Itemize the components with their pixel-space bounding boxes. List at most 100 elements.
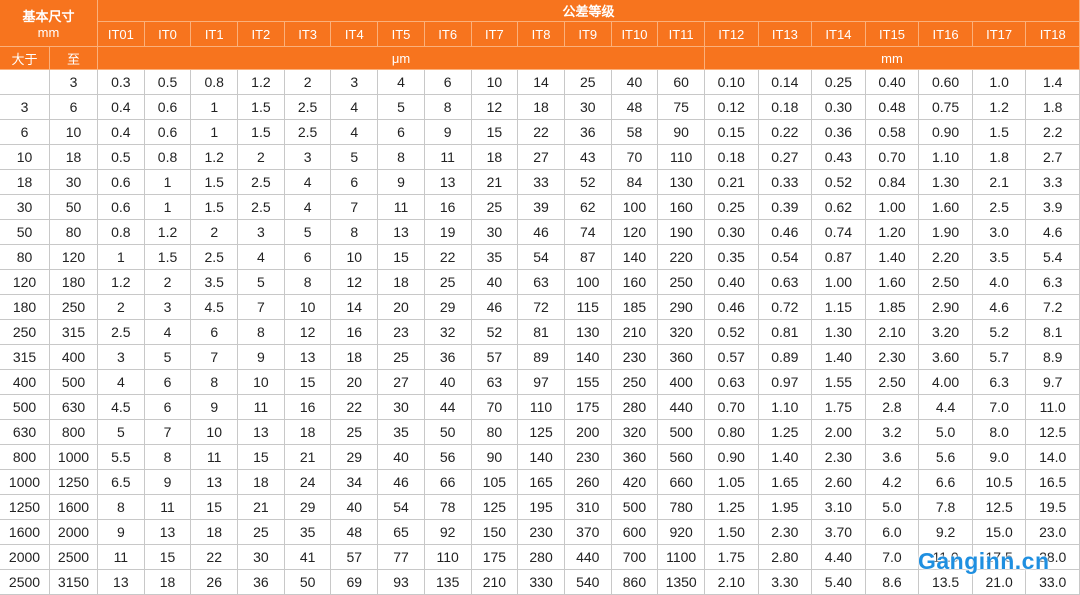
- tolerance-cell: 13: [424, 170, 472, 195]
- tolerance-cell: 65: [378, 520, 425, 545]
- tolerance-cell: 400: [658, 370, 705, 395]
- tolerance-cell: 560: [658, 445, 705, 470]
- tolerance-cell: 230: [611, 345, 659, 370]
- tolerance-cell: 2: [144, 270, 192, 295]
- tolerance-cell: 0.36: [812, 120, 866, 145]
- tolerance-cell: 40: [331, 495, 379, 520]
- tolerance-cell: 30: [238, 545, 285, 570]
- tolerance-cell: 0.5: [98, 145, 145, 170]
- tolerance-cell: 0.62: [812, 195, 866, 220]
- tolerance-cell: 0.52: [812, 170, 866, 195]
- tolerance-cell: 110: [424, 545, 472, 570]
- tolerance-cell: 1: [144, 195, 192, 220]
- tolerance-cell: 0.33: [758, 170, 813, 195]
- tolerance-cell: 10: [331, 245, 379, 270]
- tolerance-cell: 43: [564, 145, 612, 170]
- watermark: Ganginn.cn: [918, 548, 1050, 574]
- tolerance-cell: 1.60: [865, 270, 920, 295]
- tolerance-cell: 0.57: [705, 345, 759, 370]
- tolerance-cell: 2.7: [1026, 145, 1080, 170]
- tolerance-cell: 4.5: [98, 395, 145, 420]
- tolerance-cell: 22: [191, 545, 239, 570]
- tolerance-cell: 12: [471, 95, 519, 120]
- tolerance-cell: 0.40: [705, 270, 759, 295]
- tolerance-cell: 8: [424, 95, 472, 120]
- tolerance-cell: 125: [471, 495, 519, 520]
- tolerance-cell: 11: [424, 145, 472, 170]
- tolerance-cell: 1.2: [191, 145, 239, 170]
- size-cell: 630: [0, 420, 50, 445]
- tolerance-cell: 860: [611, 570, 659, 595]
- tolerance-cell: 1.2: [972, 95, 1027, 120]
- tolerance-cell: 0.75: [919, 95, 973, 120]
- tolerance-cell: 1.15: [812, 295, 866, 320]
- size-cell: 1600: [0, 520, 50, 545]
- tolerance-cell: 72: [518, 295, 565, 320]
- tolerance-cell: 8: [378, 145, 425, 170]
- tolerance-cell: 41: [284, 545, 332, 570]
- tolerance-cell: 54: [518, 245, 565, 270]
- tolerance-cell: 175: [471, 545, 519, 570]
- tolerance-cell: 17.5: [972, 545, 1027, 570]
- size-cell: 6: [0, 120, 50, 145]
- tolerance-cell: 0.97: [758, 370, 813, 395]
- size-cell: 1250: [50, 470, 98, 495]
- size-cell: [0, 70, 50, 95]
- size-cell: 18: [0, 170, 50, 195]
- tolerance-cell: 0.30: [812, 95, 866, 120]
- tolerance-cell: 0.4: [98, 95, 145, 120]
- tolerance-cell: 6.3: [1026, 270, 1080, 295]
- tolerance-cell: 3.60: [919, 345, 973, 370]
- tolerance-cell: 2.20: [919, 245, 973, 270]
- grade-label: IT16: [919, 22, 973, 47]
- tolerance-cell: 18: [378, 270, 425, 295]
- tolerance-cell: 18: [284, 420, 332, 445]
- tolerance-cell: 22: [331, 395, 379, 420]
- tolerance-cell: 0.87: [812, 245, 866, 270]
- tolerance-cell: 0.27: [758, 145, 813, 170]
- tolerance-cell: 920: [658, 520, 705, 545]
- tolerance-cell: 10.5: [972, 470, 1027, 495]
- tolerance-cell: 5: [144, 345, 192, 370]
- tolerance-cell: 1.65: [758, 470, 813, 495]
- tolerance-cell: 13: [378, 220, 425, 245]
- tolerance-cell: 1.40: [758, 445, 813, 470]
- tolerance-cell: 14: [331, 295, 379, 320]
- tolerance-cell: 81: [518, 320, 565, 345]
- tolerance-cell: 0.46: [758, 220, 813, 245]
- size-cell: 500: [50, 370, 98, 395]
- tolerance-cell: 54: [378, 495, 425, 520]
- tolerance-cell: 165: [518, 470, 565, 495]
- tolerance-cell: 2.2: [1026, 120, 1080, 145]
- tolerance-cell: 0.39: [758, 195, 813, 220]
- tolerance-cell: 1.95: [758, 495, 813, 520]
- tolerance-cell: 5.7: [972, 345, 1027, 370]
- grade-label: IT11: [658, 22, 705, 47]
- tolerance-cell: 1.4: [1026, 70, 1080, 95]
- tolerance-cell: 1.05: [705, 470, 759, 495]
- tolerance-cell: 0.60: [919, 70, 973, 95]
- size-cell: 630: [50, 395, 98, 420]
- tolerance-cell: 30: [471, 220, 519, 245]
- tolerance-cell: 130: [658, 170, 705, 195]
- tolerance-cell: 20: [378, 295, 425, 320]
- tolerance-cell: 280: [518, 545, 565, 570]
- tolerance-cell: 140: [564, 345, 612, 370]
- tolerance-cell: 2.5: [284, 95, 332, 120]
- tolerance-cell: 0.22: [758, 120, 813, 145]
- tolerance-cell: 5.0: [919, 420, 973, 445]
- tolerance-cell: 9: [144, 470, 192, 495]
- tolerance-cell: 8: [144, 445, 192, 470]
- tolerance-cell: 1.60: [919, 195, 973, 220]
- tolerance-cell: 1: [144, 170, 192, 195]
- grade-label: IT15: [865, 22, 920, 47]
- tolerance-cell: 0.6: [98, 195, 145, 220]
- size-cell: 2000: [0, 545, 50, 570]
- tolerance-cell: 4.00: [919, 370, 973, 395]
- tolerance-cell: 11.0: [1026, 395, 1080, 420]
- size-cell: 3: [0, 95, 50, 120]
- tolerance-cell: 1.10: [758, 395, 813, 420]
- grade-label: IT18: [1026, 22, 1080, 47]
- tolerance-cell: 87: [564, 245, 612, 270]
- tolerance-cell: 8: [98, 495, 145, 520]
